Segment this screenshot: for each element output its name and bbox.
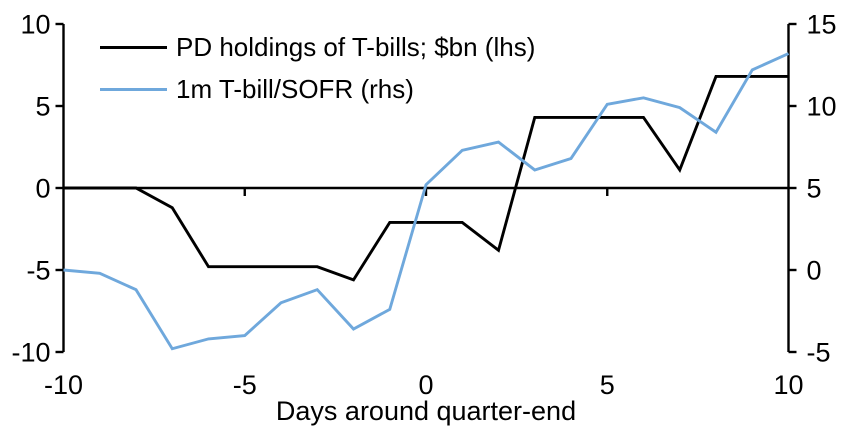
x-axis-tick-label: 0 — [418, 370, 433, 400]
right-axis-tick-label: -5 — [807, 337, 831, 367]
chart-legend: PD holdings of T-bills; $bn (lhs) 1m T-b… — [100, 26, 535, 110]
right-axis-tick-label: 10 — [807, 91, 837, 121]
x-axis-tick-label: 5 — [600, 370, 615, 400]
left-axis-tick-label: 10 — [20, 9, 50, 39]
right-axis-tick-label: 5 — [807, 173, 822, 203]
right-axis-tick-label: 15 — [807, 9, 837, 39]
legend-label-tbill-sofr: 1m T-bill/SOFR (rhs) — [176, 74, 414, 104]
x-axis-tick-label: -5 — [233, 370, 257, 400]
series-line-1m-tbill-sofr — [63, 52, 790, 351]
legend-item-tbill-sofr: 1m T-bill/SOFR (rhs) — [100, 68, 535, 110]
legend-line-sample-black — [100, 45, 167, 49]
right-axis-tick-label: 0 — [807, 255, 822, 285]
legend-label-pd-holdings: PD holdings of T-bills; $bn (lhs) — [176, 32, 536, 62]
x-axis-title: Days around quarter-end — [275, 396, 577, 426]
left-axis-tick-label: 0 — [35, 173, 50, 203]
legend-line-sample-blue — [100, 87, 167, 91]
legend-item-pd-holdings: PD holdings of T-bills; $bn (lhs) — [100, 26, 535, 68]
series-line-pd-holdings-tbills — [63, 75, 789, 282]
x-axis-tick-label: -10 — [44, 370, 83, 400]
left-axis-tick-label: -5 — [26, 255, 50, 285]
x-axis-tick-label: 10 — [773, 370, 803, 400]
left-axis-tick-label: 5 — [35, 91, 50, 121]
left-axis-tick-label: -10 — [11, 337, 50, 367]
